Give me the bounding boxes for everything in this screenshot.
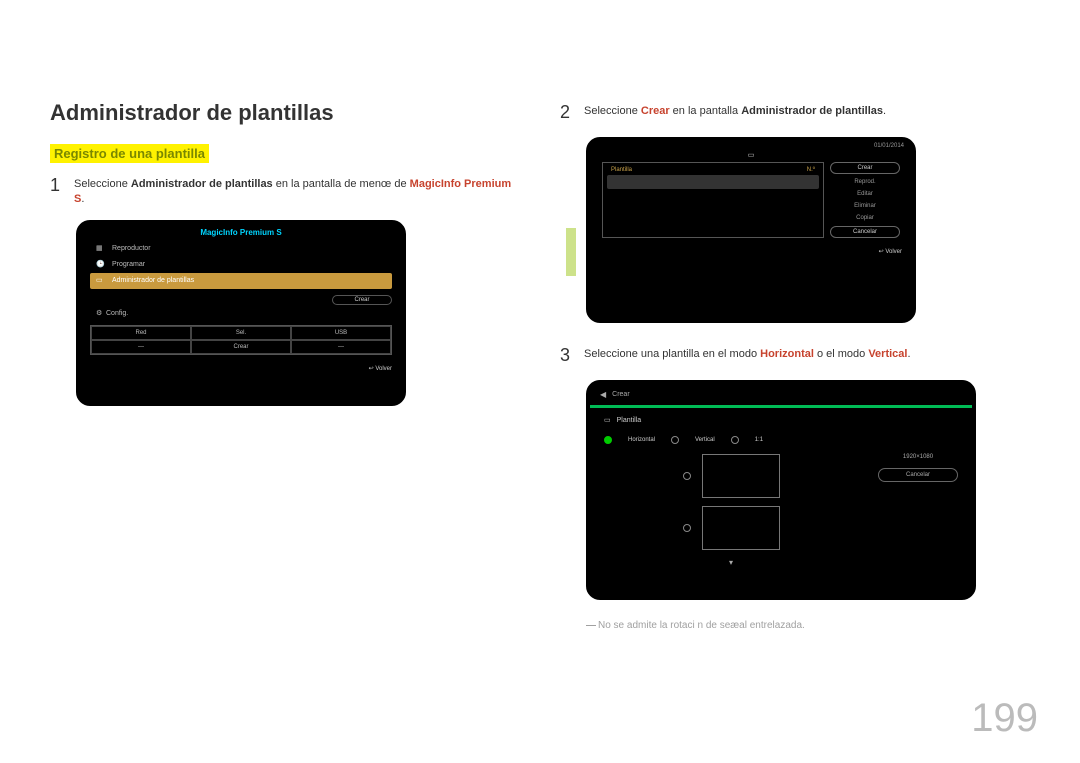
radio-1-1 [731, 436, 739, 444]
template-icon: ▭ [96, 276, 106, 286]
radio-horizontal [604, 436, 612, 444]
step-number: 1 [50, 173, 64, 208]
step-number: 2 [560, 100, 574, 125]
d3-mode-row: Horizontal Vertical 1:1 [604, 436, 958, 444]
template-icon: ▭ [604, 416, 611, 424]
d1-create-button: Crear [332, 295, 392, 305]
back-icon: ◀ [600, 390, 606, 399]
d2-col-num: N.º [807, 167, 815, 173]
d2-date: 01/01/2014 [590, 141, 912, 151]
page-side-tab [566, 228, 576, 276]
d2-create-button: Crear [830, 162, 900, 174]
section-subheading: Registro de una plantilla [50, 144, 209, 163]
d3-preview-label: ▭ Plantilla [604, 416, 958, 424]
radio-option-1 [683, 472, 691, 480]
d3-progress-bar [590, 405, 972, 408]
screenshot-create-template: ◀ Crear ▭ Plantilla Horizontal Vertical … [586, 380, 976, 600]
d3-layout-rect [702, 454, 780, 498]
d3-cancel-button: Cancelar [878, 468, 958, 482]
d1-row-player: ▦Reproductor [90, 241, 392, 257]
d2-list: Plantilla N.º [602, 162, 824, 238]
chevron-down-icon: ▾ [729, 558, 733, 567]
d1-row-template-manager: ▭Administrador de plantillas [90, 273, 392, 289]
d1-row-config: ⚙ConfiguraciónConfig. [90, 309, 392, 319]
gear-icon: ⚙ [96, 309, 106, 319]
step-number: 3 [560, 343, 574, 368]
d1-footer: ↩ Volver [80, 361, 402, 376]
d3-layout-rect [702, 506, 780, 550]
d2-template-thumb [607, 175, 819, 189]
folder-icon: ▦ [96, 244, 106, 254]
d2-footer: ↩ Volver [590, 244, 912, 259]
step-2: 2 Seleccione Crear en la pantalla Admini… [560, 100, 1030, 125]
step-text: Seleccione Administrador de plantillas e… [74, 173, 520, 208]
d1-title: MagicInfo Premium S [80, 224, 402, 241]
d2-header-icon: ▭ [590, 151, 912, 162]
screenshot-magicinfo-menu: MagicInfo Premium S ▦Reproductor 🕒Progra… [76, 220, 406, 406]
step-text: Seleccione Crear en la pantalla Administ… [584, 100, 1030, 125]
d3-resolution: 1920×1080 [878, 454, 958, 460]
footnote: ―No se admite la rotaci n de seæal entre… [586, 620, 1030, 631]
d3-title: Crear [612, 391, 630, 398]
screenshot-template-manager: 01/01/2014 ▭ Plantilla N.º Crear Reprod.… [586, 137, 916, 323]
radio-option-2 [683, 524, 691, 532]
clock-icon: 🕒 [96, 260, 106, 270]
page-number: 199 [971, 696, 1038, 741]
d2-col-template: Plantilla [611, 167, 632, 173]
d2-side-panel: Crear Reprod. Editar Eliminar Copiar Can… [830, 162, 900, 238]
d2-cancel-button: Cancelar [830, 226, 900, 238]
step-3: 3 Seleccione una plantilla en el modo Ho… [560, 343, 1030, 368]
d3-template-options: ▾ [604, 454, 858, 567]
d1-bottom-table: Red Sel. USB — Crear — [90, 325, 392, 355]
radio-vertical [671, 436, 679, 444]
page-title: Administrador de plantillas [50, 100, 520, 126]
step-1: 1 Seleccione Administrador de plantillas… [50, 173, 520, 208]
d1-row-schedule: 🕒Programar [90, 257, 392, 273]
step-text: Seleccione una plantilla en el modo Hori… [584, 343, 1030, 368]
